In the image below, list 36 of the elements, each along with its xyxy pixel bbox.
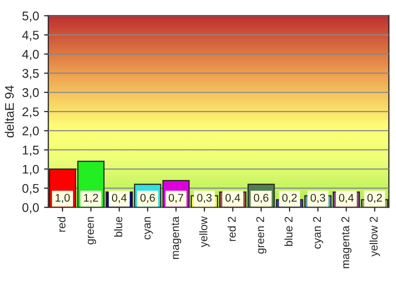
data-label: 0,3 xyxy=(197,194,212,204)
y-tick-label: 5,0 xyxy=(22,12,39,22)
x-tick-label: blue 2 xyxy=(284,216,293,246)
y-tick-label: 2,5 xyxy=(22,107,39,118)
data-label: 0,2 xyxy=(282,194,297,204)
data-label: 0,2 xyxy=(367,194,382,204)
data-label: 0,6 xyxy=(140,194,155,204)
data-label: 0,7 xyxy=(168,194,184,204)
data-label: 0,4 xyxy=(339,194,354,204)
x-tick-label: magenta 2 xyxy=(341,216,352,268)
data-label: 0,4 xyxy=(112,194,127,204)
y-tick-label: 4,0 xyxy=(22,50,39,60)
x-tick-label: cyan xyxy=(144,217,153,240)
x-tick-label: red 2 xyxy=(228,216,236,241)
y-tick-label: 1,5 xyxy=(22,146,39,156)
y-tick-label: 3,5 xyxy=(22,69,39,80)
y-axis-title: deltaE 94 xyxy=(4,85,14,138)
x-tick-label: yellow xyxy=(199,216,210,248)
data-label: 0,4 xyxy=(225,194,240,204)
x-tick-label: cyan 2 xyxy=(313,216,324,249)
x-tick-label: green 2 xyxy=(256,216,266,254)
x-tick-label: green xyxy=(88,217,96,244)
data-label: 1,2 xyxy=(84,194,98,204)
y-tick-label: 0,5 xyxy=(22,184,39,194)
y-tick-label: 3,0 xyxy=(22,88,39,99)
y-tick-label: 0,0 xyxy=(22,203,39,214)
x-tick-label: magenta xyxy=(172,216,182,259)
y-tick-label: 1,0 xyxy=(22,164,39,176)
y-tick-label: 2,0 xyxy=(22,126,39,137)
x-tick-label: yellow 2 xyxy=(370,216,380,256)
x-tick-label: blue xyxy=(114,216,122,237)
data-label: 1,0 xyxy=(56,194,70,204)
x-tick-label: red xyxy=(57,217,66,232)
data-label: 0,3 xyxy=(310,194,326,204)
data-label: 0,6 xyxy=(254,194,268,204)
y-tick-label: 4,5 xyxy=(22,30,39,42)
